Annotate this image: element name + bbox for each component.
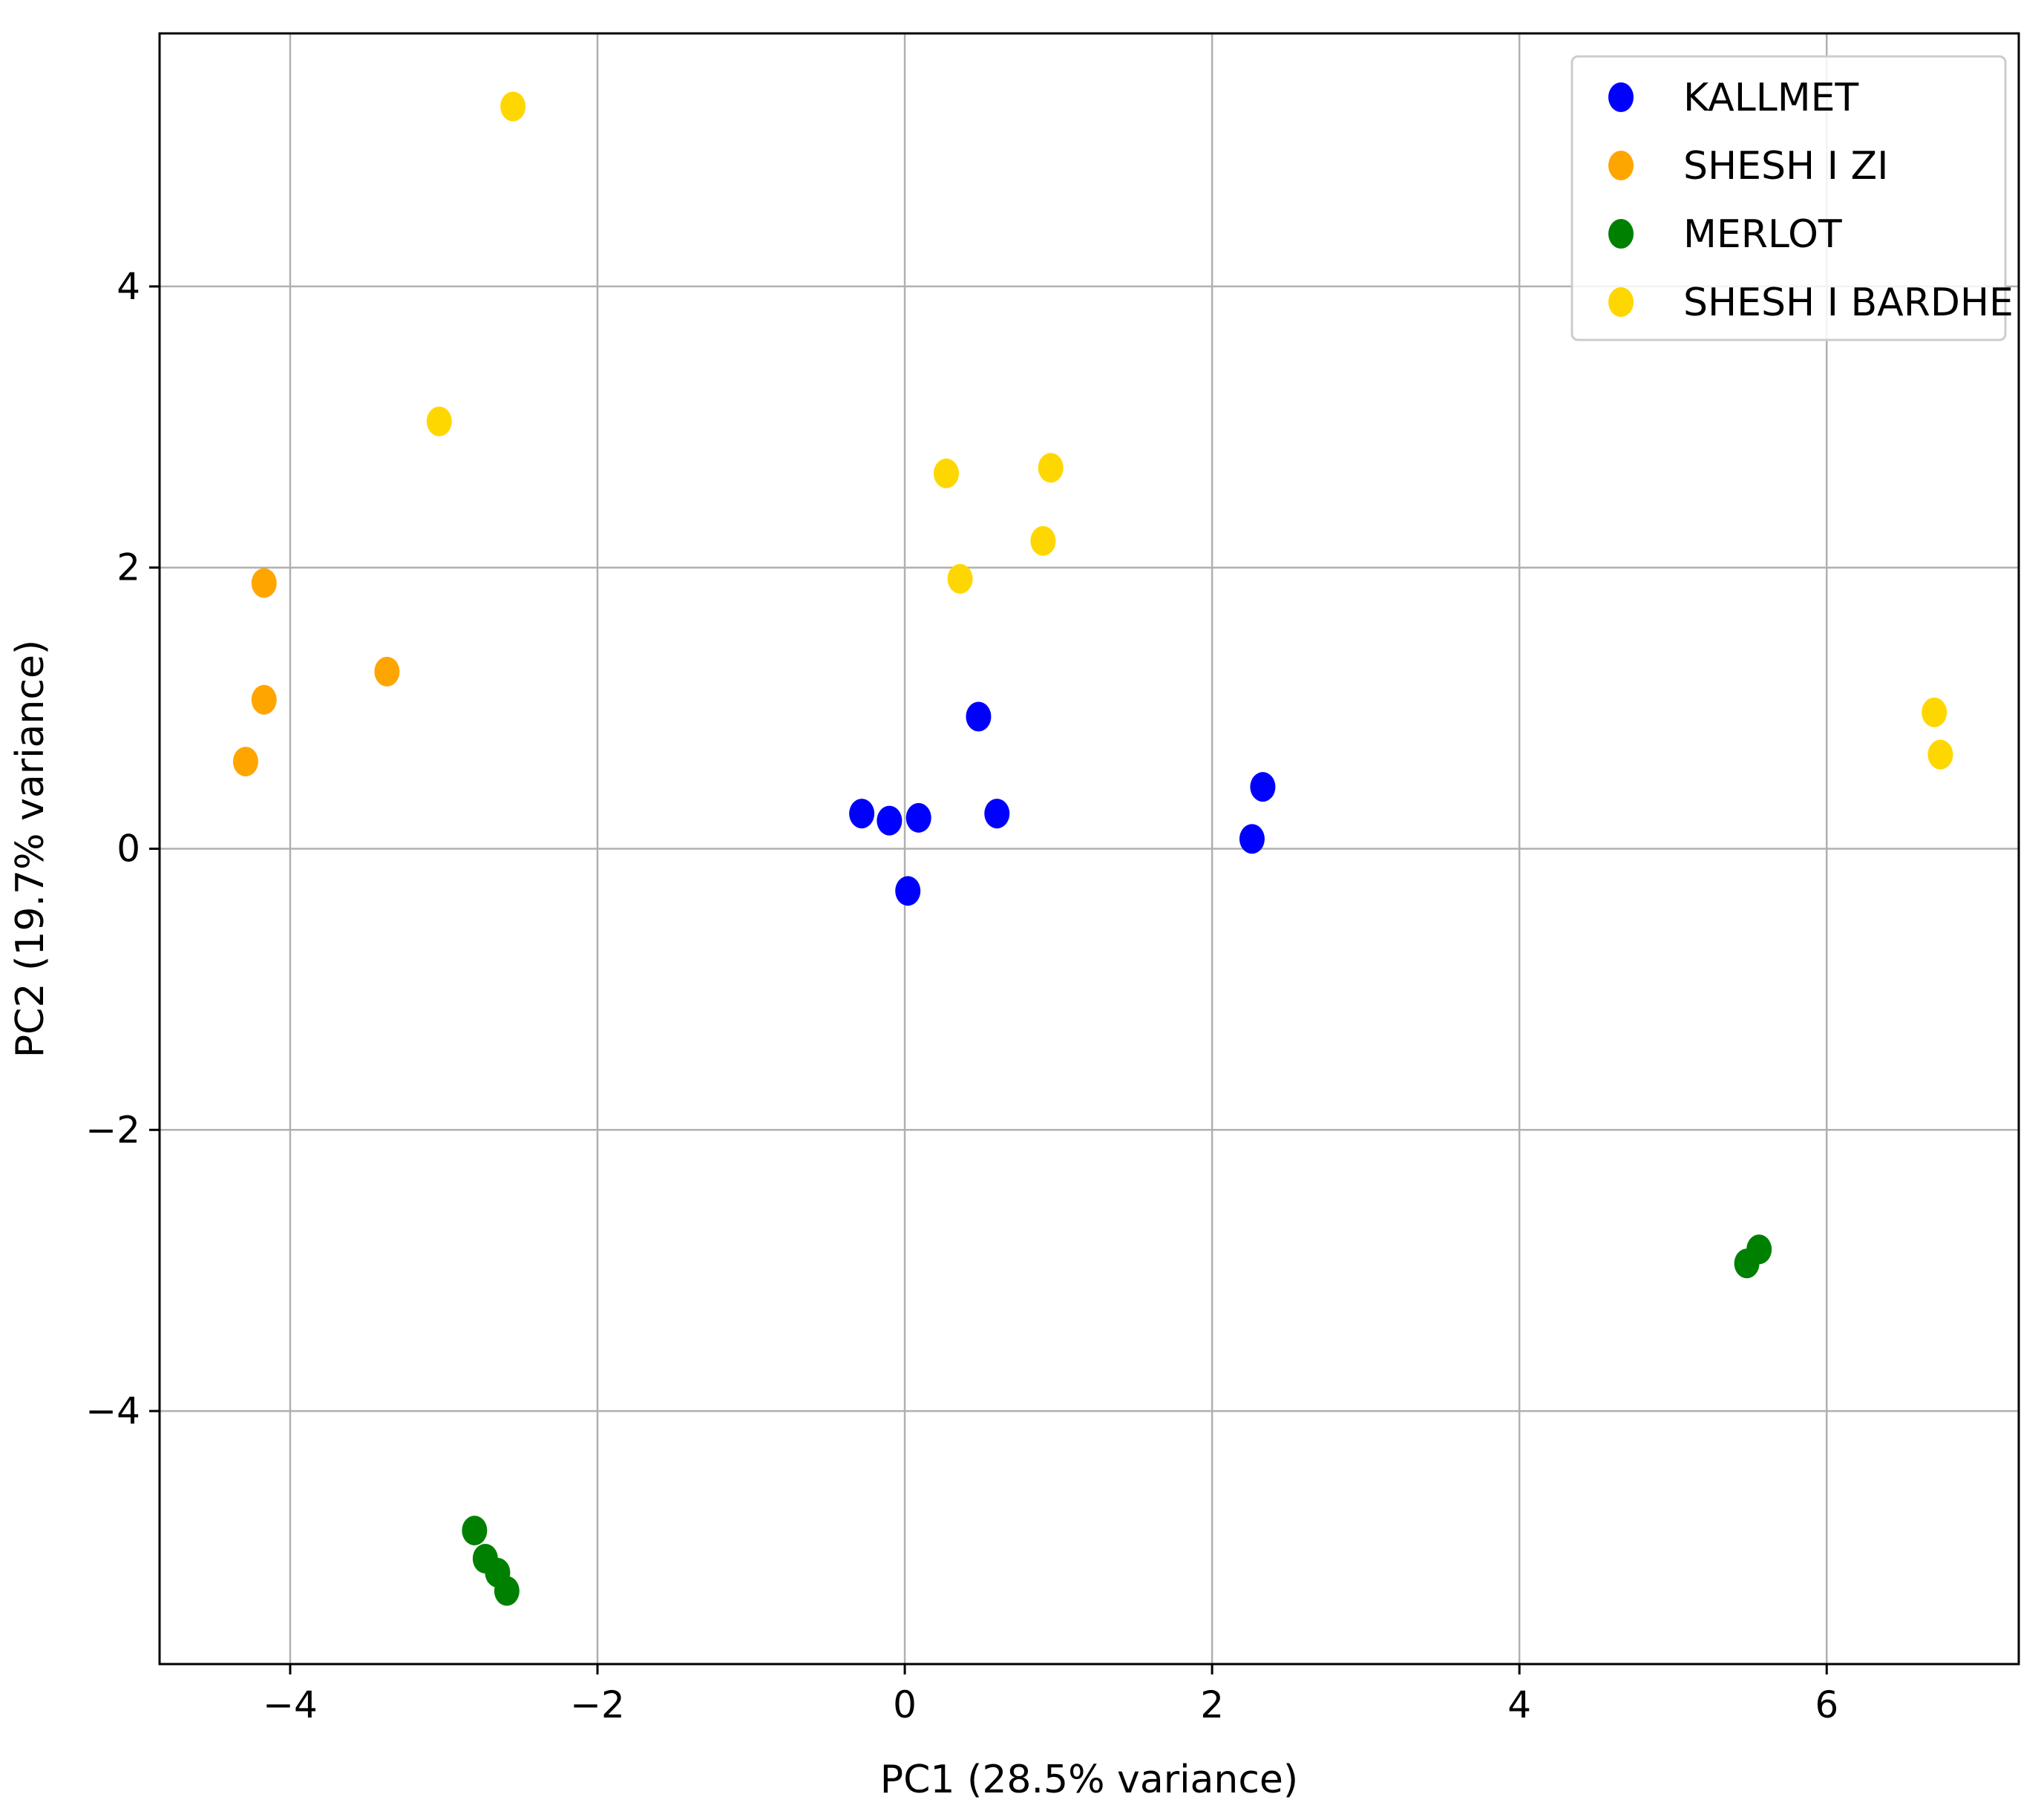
legend-marker (1608, 151, 1634, 180)
point-merlot (1746, 1234, 1772, 1265)
point-kallmet (1250, 772, 1276, 802)
y-tick-label: 2 (117, 546, 140, 589)
point-shesh-i-zi (374, 656, 400, 687)
legend-label: MERLOT (1683, 212, 1842, 257)
y-tick-label: −2 (85, 1108, 140, 1151)
point-kallmet (905, 802, 931, 833)
axis-ticks: −4 −2 0 2 4 6 −4 −2 0 2 4 (85, 265, 1838, 1726)
x-tick-label: 6 (1815, 1683, 1838, 1726)
y-tick-label: 4 (117, 265, 140, 308)
x-tick-label: 0 (893, 1683, 917, 1726)
x-tick-label: −4 (263, 1683, 318, 1726)
legend-label: KALLMET (1683, 76, 1858, 120)
point-shesh-i-bardhe (500, 91, 526, 122)
point-merlot (494, 1576, 520, 1606)
point-shesh-i-bardhe (426, 406, 452, 436)
point-kallmet (849, 799, 875, 829)
legend-box (1570, 55, 2007, 341)
point-kallmet (984, 799, 1010, 829)
point-shesh-i-bardhe (1030, 525, 1056, 556)
x-tick-label: −2 (570, 1683, 625, 1726)
legend-label: SHESH I BARDHE (1683, 281, 2014, 325)
x-tick-label: 4 (1507, 1683, 1531, 1726)
legend-marker (1608, 82, 1634, 112)
point-kallmet (895, 876, 921, 906)
point-kallmet (966, 701, 992, 732)
point-shesh-i-zi (232, 747, 258, 777)
point-shesh-i-bardhe (947, 563, 973, 594)
legend-marker (1608, 219, 1634, 249)
point-shesh-i-bardhe (1922, 697, 1948, 727)
point-shesh-i-zi (251, 568, 277, 598)
point-kallmet (877, 805, 903, 836)
x-axis-label: PC1 (28.5% variance) (880, 1758, 1298, 1802)
point-merlot (462, 1516, 488, 1546)
point-shesh-i-bardhe (1927, 739, 1953, 770)
legend-marker (1608, 287, 1634, 317)
point-shesh-i-zi (251, 684, 277, 715)
point-shesh-i-bardhe (1038, 453, 1064, 483)
legend: KALLMET SHESH I ZI MERLOT SHESH I BARDHE (1570, 55, 2014, 341)
y-tick-label: −4 (85, 1389, 140, 1432)
data-points (232, 91, 1953, 1606)
y-axis-label: PC2 (19.7% variance) (8, 640, 53, 1058)
y-tick-label: 0 (117, 828, 140, 871)
legend-label: SHESH I ZI (1683, 144, 1888, 189)
point-kallmet (1239, 824, 1265, 854)
point-shesh-i-bardhe (933, 458, 959, 488)
x-tick-label: 2 (1200, 1683, 1224, 1726)
